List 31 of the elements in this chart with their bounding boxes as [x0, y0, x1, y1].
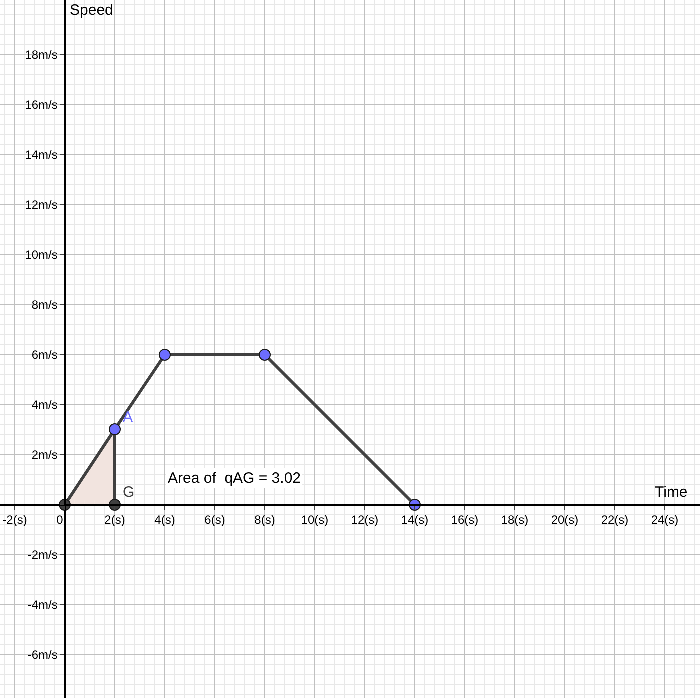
x-tick-label: 20(s)	[551, 513, 579, 528]
y-tick-label: 6m/s	[32, 348, 58, 362]
y-tick-label: 18m/s	[25, 48, 58, 62]
x-axis-title: Time	[655, 484, 688, 501]
x-tick-label: 6(s)	[204, 513, 226, 528]
x-tick-label: 12(s)	[351, 513, 379, 528]
x-tick-label: 8(s)	[254, 513, 276, 528]
x-tick-label: 14(s)	[401, 513, 429, 528]
x-tick-label: 16(s)	[451, 513, 479, 528]
annotation: G	[123, 484, 135, 501]
y-tick-label: 12m/s	[25, 198, 58, 212]
y-tick-label: 14m/s	[25, 148, 58, 162]
annotation: A	[123, 409, 134, 426]
x-tick-label: 0	[56, 513, 74, 528]
y-tick-label: 10m/s	[25, 248, 58, 262]
y-tick-label: 4m/s	[32, 398, 58, 412]
y-tick-label: -4m/s	[28, 598, 58, 612]
x-tick-label: 4(s)	[154, 513, 176, 528]
annotation: Area of qAG = 3.02	[168, 470, 302, 487]
y-tick-label: -2m/s	[28, 548, 58, 562]
x-tick-label: 18(s)	[501, 513, 529, 528]
y-tick-label: -6m/s	[28, 648, 58, 662]
y-tick-label: 16m/s	[25, 98, 58, 112]
x-tick-label: -2(s)	[2, 513, 28, 528]
x-tick-label: 22(s)	[601, 513, 629, 528]
y-tick-label: 8m/s	[32, 298, 58, 312]
y-axis-title: Speed	[70, 2, 114, 19]
x-tick-label: 2(s)	[104, 513, 126, 528]
x-tick-label: 24(s)	[651, 513, 679, 528]
y-tick-label: 2m/s	[32, 448, 58, 462]
x-tick-label: 10(s)	[301, 513, 329, 528]
